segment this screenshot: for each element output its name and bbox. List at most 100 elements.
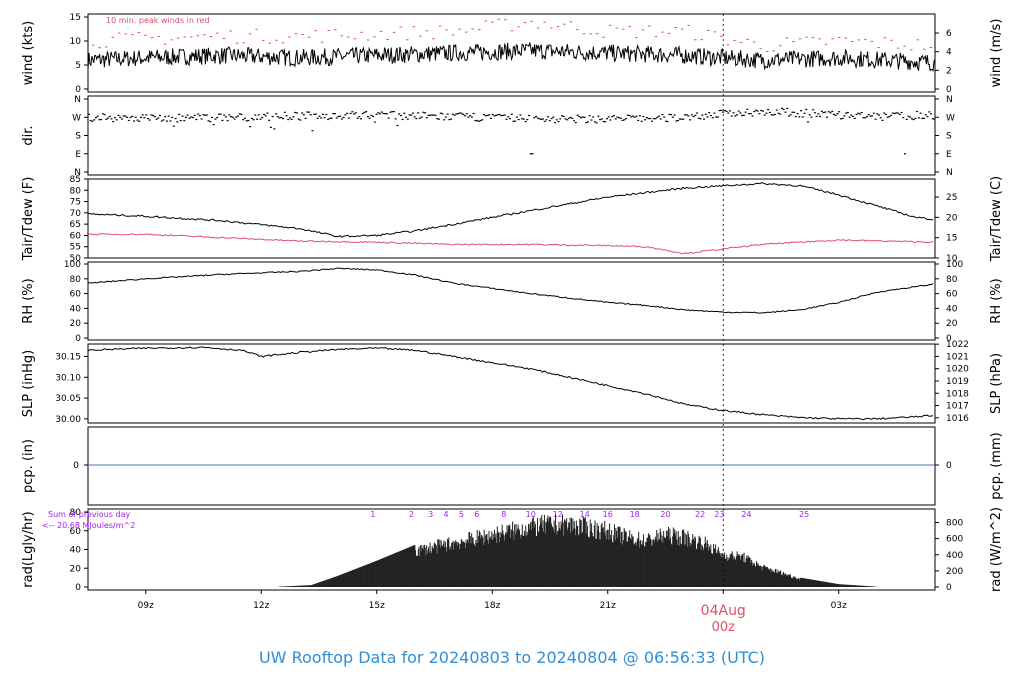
ytick-label-left-rh-3: 60: [70, 290, 82, 300]
chart-title: UW Rooftop Data for 20240803 to 20240804…: [258, 648, 766, 667]
date-marker-time: 00z: [712, 620, 736, 635]
ylabel-left-temp: Tair/Tdew (F): [21, 177, 36, 262]
ytick-label-right-slp-0: 1016: [946, 414, 969, 424]
ytick-label-right-slp-5: 1021: [946, 352, 969, 362]
ylabel-left-wind: wind (kts): [21, 21, 36, 85]
rad-hour-label-3: 4: [444, 510, 449, 519]
ytick-label-left-wind-2: 10: [70, 37, 82, 47]
rad-hour-label-5: 6: [474, 510, 479, 519]
wind-annotation: 10 min. peak winds in red: [106, 16, 210, 25]
tdew-line: [87, 233, 934, 255]
rad-hour-label-10: 16: [603, 510, 613, 519]
ytick-label-right-dir-3: E: [946, 150, 952, 160]
ytick-label-right-rad-2: 400: [946, 551, 963, 561]
ytick-label-left-temp-2: 60: [70, 231, 82, 241]
ytick-label-left-rh-5: 100: [64, 260, 81, 270]
xtick-label-4: 21z: [600, 601, 616, 611]
rad-hour-label-16: 25: [799, 510, 809, 519]
ytick-label-right-rh-2: 40: [946, 304, 958, 314]
ylabel-left-slp: SLP (inHg): [21, 350, 36, 418]
ytick-label-left-slp-3: 30.15: [55, 352, 81, 362]
ytick-label-right-slp-4: 1020: [946, 365, 969, 375]
rad-hour-label-9: 14: [580, 510, 590, 519]
ytick-label-right-temp-1: 15: [946, 234, 957, 244]
ytick-label-right-rh-1: 20: [946, 319, 958, 329]
date-marker-date: 04Aug: [701, 603, 746, 619]
xtick-label-2: 15z: [369, 601, 385, 611]
ytick-label-left-dir-1: W: [72, 113, 81, 123]
ytick-label-right-dir-1: W: [946, 113, 955, 123]
ylabel-left-dir: dir.: [21, 125, 36, 145]
panel-frame-3: [87, 261, 936, 341]
ytick-label-left-temp-0: 50: [70, 254, 82, 264]
ytick-label-left-temp-1: 55: [70, 243, 81, 253]
rad-hour-label-15: 24: [741, 510, 751, 519]
panel-frame-4: [87, 343, 936, 424]
rh-line: [87, 267, 934, 314]
ytick-label-right-rad-3: 600: [946, 535, 963, 545]
ylabel-right-temp: Tair/Tdew (C): [989, 176, 1004, 262]
ytick-label-right-rad-4: 800: [946, 519, 963, 529]
xtick-label-0: 09z: [138, 601, 154, 611]
ytick-label-left-temp-3: 65: [70, 220, 81, 230]
ylabel-left-rh: RH (%): [21, 278, 36, 323]
ylabel-right-rh: RH (%): [989, 278, 1004, 323]
ytick-label-left-wind-0: 0: [75, 85, 81, 95]
wind-speed-line: [87, 42, 936, 72]
panel-frame-2: [87, 178, 936, 259]
rad-hour-label-2: 3: [428, 510, 433, 519]
ytick-label-left-slp-0: 30.00: [55, 415, 81, 425]
ylabel-right-slp: SLP (hPa): [989, 353, 1004, 414]
ylabel-right-rad: rad (W/m^2): [989, 507, 1004, 592]
ytick-label-right-rh-3: 60: [946, 290, 958, 300]
rad-hour-label-8: 12: [553, 510, 563, 519]
rad-hour-label-12: 20: [660, 510, 670, 519]
ytick-label-left-rad-4: 80: [70, 508, 82, 518]
ytick-label-right-wind-2: 4: [946, 48, 952, 58]
ytick-label-left-temp-6: 80: [70, 186, 82, 196]
ytick-label-left-rh-4: 80: [70, 275, 82, 285]
ytick-label-left-temp-7: 85: [70, 175, 81, 185]
slp-line: [87, 346, 934, 421]
panel-frame-1: [87, 95, 936, 176]
panel-frame-5: [87, 426, 936, 506]
ytick-label-right-temp-3: 25: [946, 193, 957, 203]
ylabel-left-pcp: pcp. (in): [21, 439, 36, 493]
ytick-label-left-rh-0: 0: [75, 334, 81, 344]
ytick-label-left-dir-0: N: [74, 95, 81, 105]
ytick-label-right-wind-3: 6: [946, 29, 952, 39]
ytick-label-right-rh-4: 80: [946, 275, 958, 285]
ytick-label-left-dir-3: E: [75, 150, 81, 160]
ytick-label-right-rh-0: 0: [946, 334, 952, 344]
ytick-label-right-slp-1: 1017: [946, 402, 969, 412]
ytick-label-left-rh-2: 40: [70, 304, 82, 314]
ytick-label-left-slp-2: 30.10: [55, 373, 81, 383]
panel-frame-0: [87, 13, 936, 93]
ylabel-right-pcp: pcp. (mm): [989, 432, 1004, 499]
rad-annotation-2: <-- 20.68 MJoules/m^2: [42, 521, 135, 530]
ytick-label-right-dir-2: S: [946, 132, 952, 142]
rad-hour-label-0: 1: [370, 510, 375, 519]
ytick-label-right-pcp: 0: [946, 461, 952, 471]
ytick-label-left-rad-1: 20: [70, 564, 82, 574]
ytick-label-left-slp-1: 30.05: [55, 394, 81, 404]
ytick-label-right-rad-1: 200: [946, 567, 963, 577]
xtick-label-6: 03z: [831, 601, 847, 611]
rad-hour-label-14: 23: [714, 510, 724, 519]
ytick-label-left-rh-1: 20: [70, 319, 82, 329]
ytick-label-left-dir-4: N: [74, 168, 81, 178]
ytick-label-right-dir-0: N: [946, 95, 953, 105]
ytick-label-right-dir-4: N: [946, 168, 953, 178]
ytick-label-left-temp-4: 70: [70, 209, 82, 219]
ytick-label-right-slp-6: 1022: [946, 340, 969, 350]
rad-hour-label-7: 10: [526, 510, 536, 519]
ytick-label-left-rad-0: 0: [75, 583, 81, 593]
rad-hour-label-13: 22: [695, 510, 705, 519]
ytick-label-left-rad-2: 40: [70, 546, 82, 556]
xtick-label-1: 12z: [253, 601, 269, 611]
tair-line: [87, 182, 934, 238]
ylabel-right-wind: wind (m/s): [989, 19, 1004, 88]
ytick-label-right-slp-2: 1018: [946, 389, 969, 399]
